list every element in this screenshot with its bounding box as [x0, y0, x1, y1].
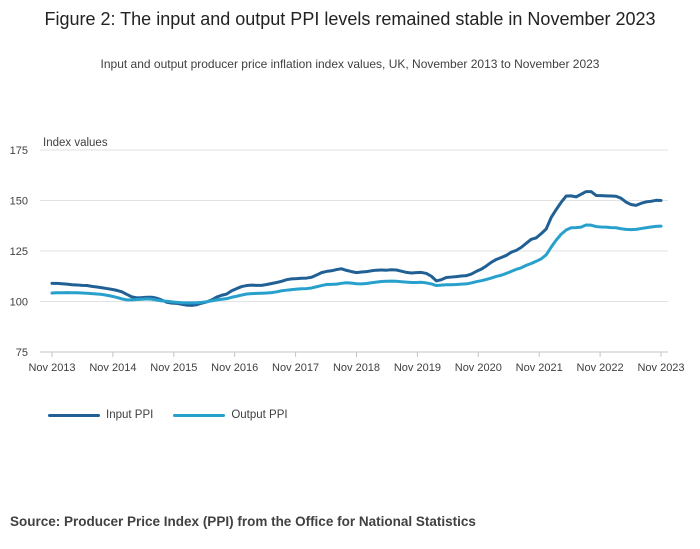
series-line-output-ppi[interactable] [50, 223, 663, 305]
x-tick-label: Nov 2016 [211, 362, 258, 374]
legend-swatch-input-ppi [48, 413, 100, 417]
x-tick-label: Nov 2022 [577, 362, 624, 374]
x-tick-label: Nov 2021 [516, 362, 563, 374]
y-tick-label: 75 [16, 347, 28, 359]
chart-legend: Input PPI Output PPI [48, 409, 288, 421]
legend-item-output-ppi[interactable]: Output PPI [173, 409, 288, 421]
x-tick-label: Nov 2019 [394, 362, 441, 374]
x-tick-label: Nov 2023 [637, 362, 684, 374]
series-line-input-ppi[interactable] [50, 190, 663, 307]
y-tick-label: 175 [10, 145, 28, 157]
legend-label-output-ppi: Output PPI [231, 409, 288, 421]
x-tick-label: Nov 2018 [333, 362, 380, 374]
y-tick-label: 150 [10, 196, 28, 208]
y-tick-label: 125 [10, 246, 28, 258]
x-tick-label: Nov 2014 [89, 362, 136, 374]
x-tick-label: Nov 2020 [455, 362, 502, 374]
source-note: Source: Producer Price Index (PPI) from … [10, 514, 476, 529]
y-axis-title: Index values [43, 137, 108, 149]
legend-item-input-ppi[interactable]: Input PPI [48, 409, 153, 421]
x-tick-label: Nov 2017 [272, 362, 319, 374]
legend-label-input-ppi: Input PPI [106, 409, 154, 421]
y-tick-label: 100 [10, 297, 28, 309]
legend-swatch-output-ppi [173, 413, 226, 417]
x-tick-label: Nov 2015 [150, 362, 197, 374]
chart-subtitle: Input and output producer price inflatio… [100, 57, 600, 71]
x-tick-label: Nov 2013 [28, 362, 75, 374]
chart-title: Figure 2: The input and output PPI level… [44, 9, 656, 29]
